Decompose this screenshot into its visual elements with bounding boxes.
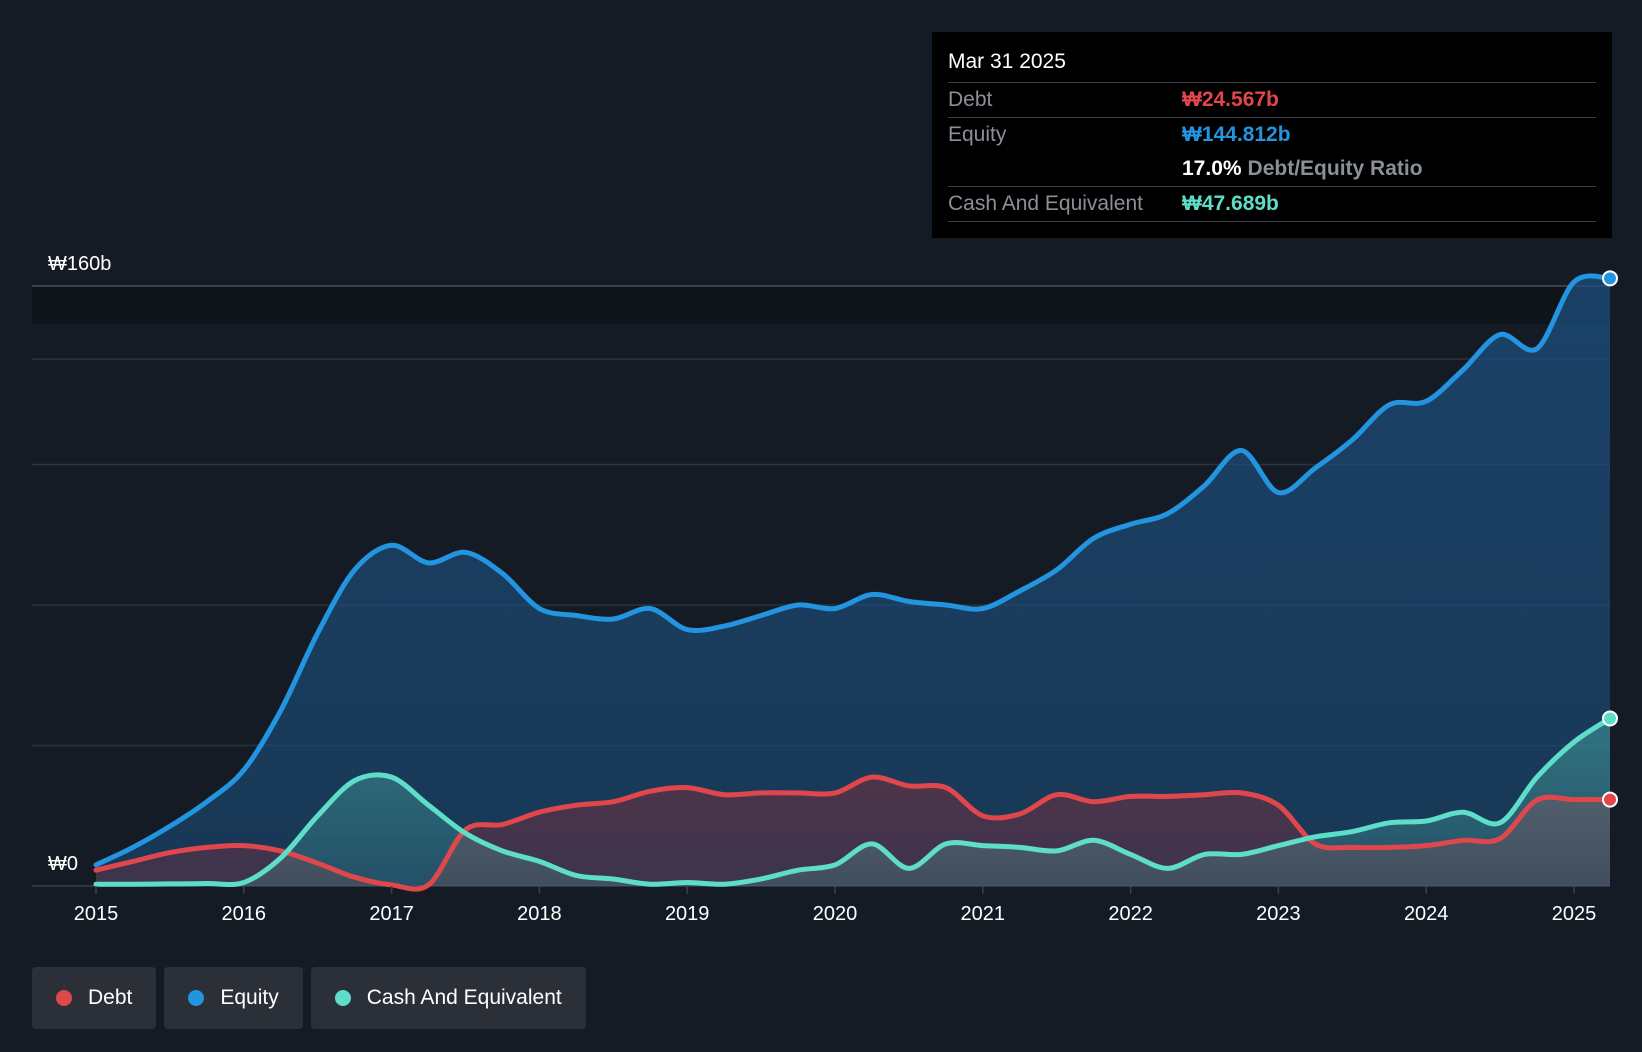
- tooltip-row-ratio: 17.0% Debt/Equity Ratio: [948, 152, 1596, 187]
- x-tick-label: 2022: [1108, 903, 1153, 925]
- tooltip-debt-label: Debt: [948, 88, 993, 111]
- legend-item-equity[interactable]: Equity: [164, 967, 303, 1029]
- x-tick-label: 2016: [222, 903, 267, 925]
- x-tick-label: 2024: [1404, 903, 1449, 925]
- tooltip-ratio-label: Debt/Equity Ratio: [1247, 157, 1423, 180]
- tooltip-row-debt: Debt ₩24.567b: [948, 83, 1596, 118]
- cash-dot-icon: [334, 990, 351, 1006]
- end-markers: [1602, 270, 1618, 808]
- tooltip-equity-label: Equity: [948, 123, 1007, 146]
- cash-end-marker[interactable]: [1602, 710, 1618, 727]
- plot-future-band: [32, 286, 1610, 324]
- legend-label-debt: Debt: [88, 986, 133, 1009]
- x-tick-label: 2020: [813, 903, 858, 925]
- equity-area: [96, 275, 1610, 886]
- x-tick-label: 2015: [74, 903, 119, 925]
- legend-item-cash[interactable]: Cash And Equivalent: [310, 967, 586, 1029]
- legend-item-debt[interactable]: Debt: [32, 967, 157, 1029]
- x-tick-label: 2025: [1552, 903, 1597, 925]
- tooltip-row-cash: Cash And Equivalent ₩47.689b: [948, 187, 1596, 222]
- legend-label-cash: Cash And Equivalent: [366, 986, 562, 1009]
- y-label-bottom: ₩0: [48, 853, 78, 875]
- cash-line: [93, 716, 1613, 888]
- x-tick-label: 2018: [517, 903, 562, 925]
- x-axis: 2015 2016 2017 2018 2019 2020 2021 2022 2023 2024…: [74, 886, 1597, 925]
- tooltip-row-equity: Equity ₩144.812b: [948, 118, 1596, 152]
- debt-dot-icon: [56, 990, 72, 1006]
- x-tick-label: 2019: [665, 903, 710, 925]
- tooltip-panel: Mar 31 2025 Debt ₩24.567b Equity ₩144.81…: [932, 32, 1612, 238]
- debt-end-marker[interactable]: [1602, 791, 1618, 808]
- equity-line: [93, 273, 1613, 868]
- tooltip-debt-value: ₩24.567b: [1182, 88, 1279, 111]
- debt-line: [93, 774, 1613, 892]
- x-tick-label: 2017: [369, 903, 414, 925]
- tooltip-cash-label: Cash And Equivalent: [948, 192, 1143, 215]
- tooltip-ratio-value: 17.0%: [1182, 157, 1242, 180]
- x-tick-label: 2021: [961, 903, 1006, 925]
- series-lines: [93, 273, 1613, 892]
- tooltip-date: Mar 31 2025: [948, 46, 1596, 83]
- cash-area: [96, 718, 1610, 886]
- tooltip-equity-value: ₩144.812b: [1182, 123, 1291, 146]
- equity-end-marker[interactable]: [1602, 270, 1618, 287]
- x-tick-label: 2023: [1256, 903, 1301, 925]
- equity-dot-icon: [188, 990, 205, 1006]
- legend-label-equity: Equity: [220, 986, 279, 1009]
- tooltip-cash-value: ₩47.689b: [1182, 192, 1279, 215]
- y-label-top: ₩160b: [48, 253, 111, 275]
- legend: Debt Equity Cash And Equivalent: [32, 967, 586, 1029]
- series-areas: [96, 275, 1610, 890]
